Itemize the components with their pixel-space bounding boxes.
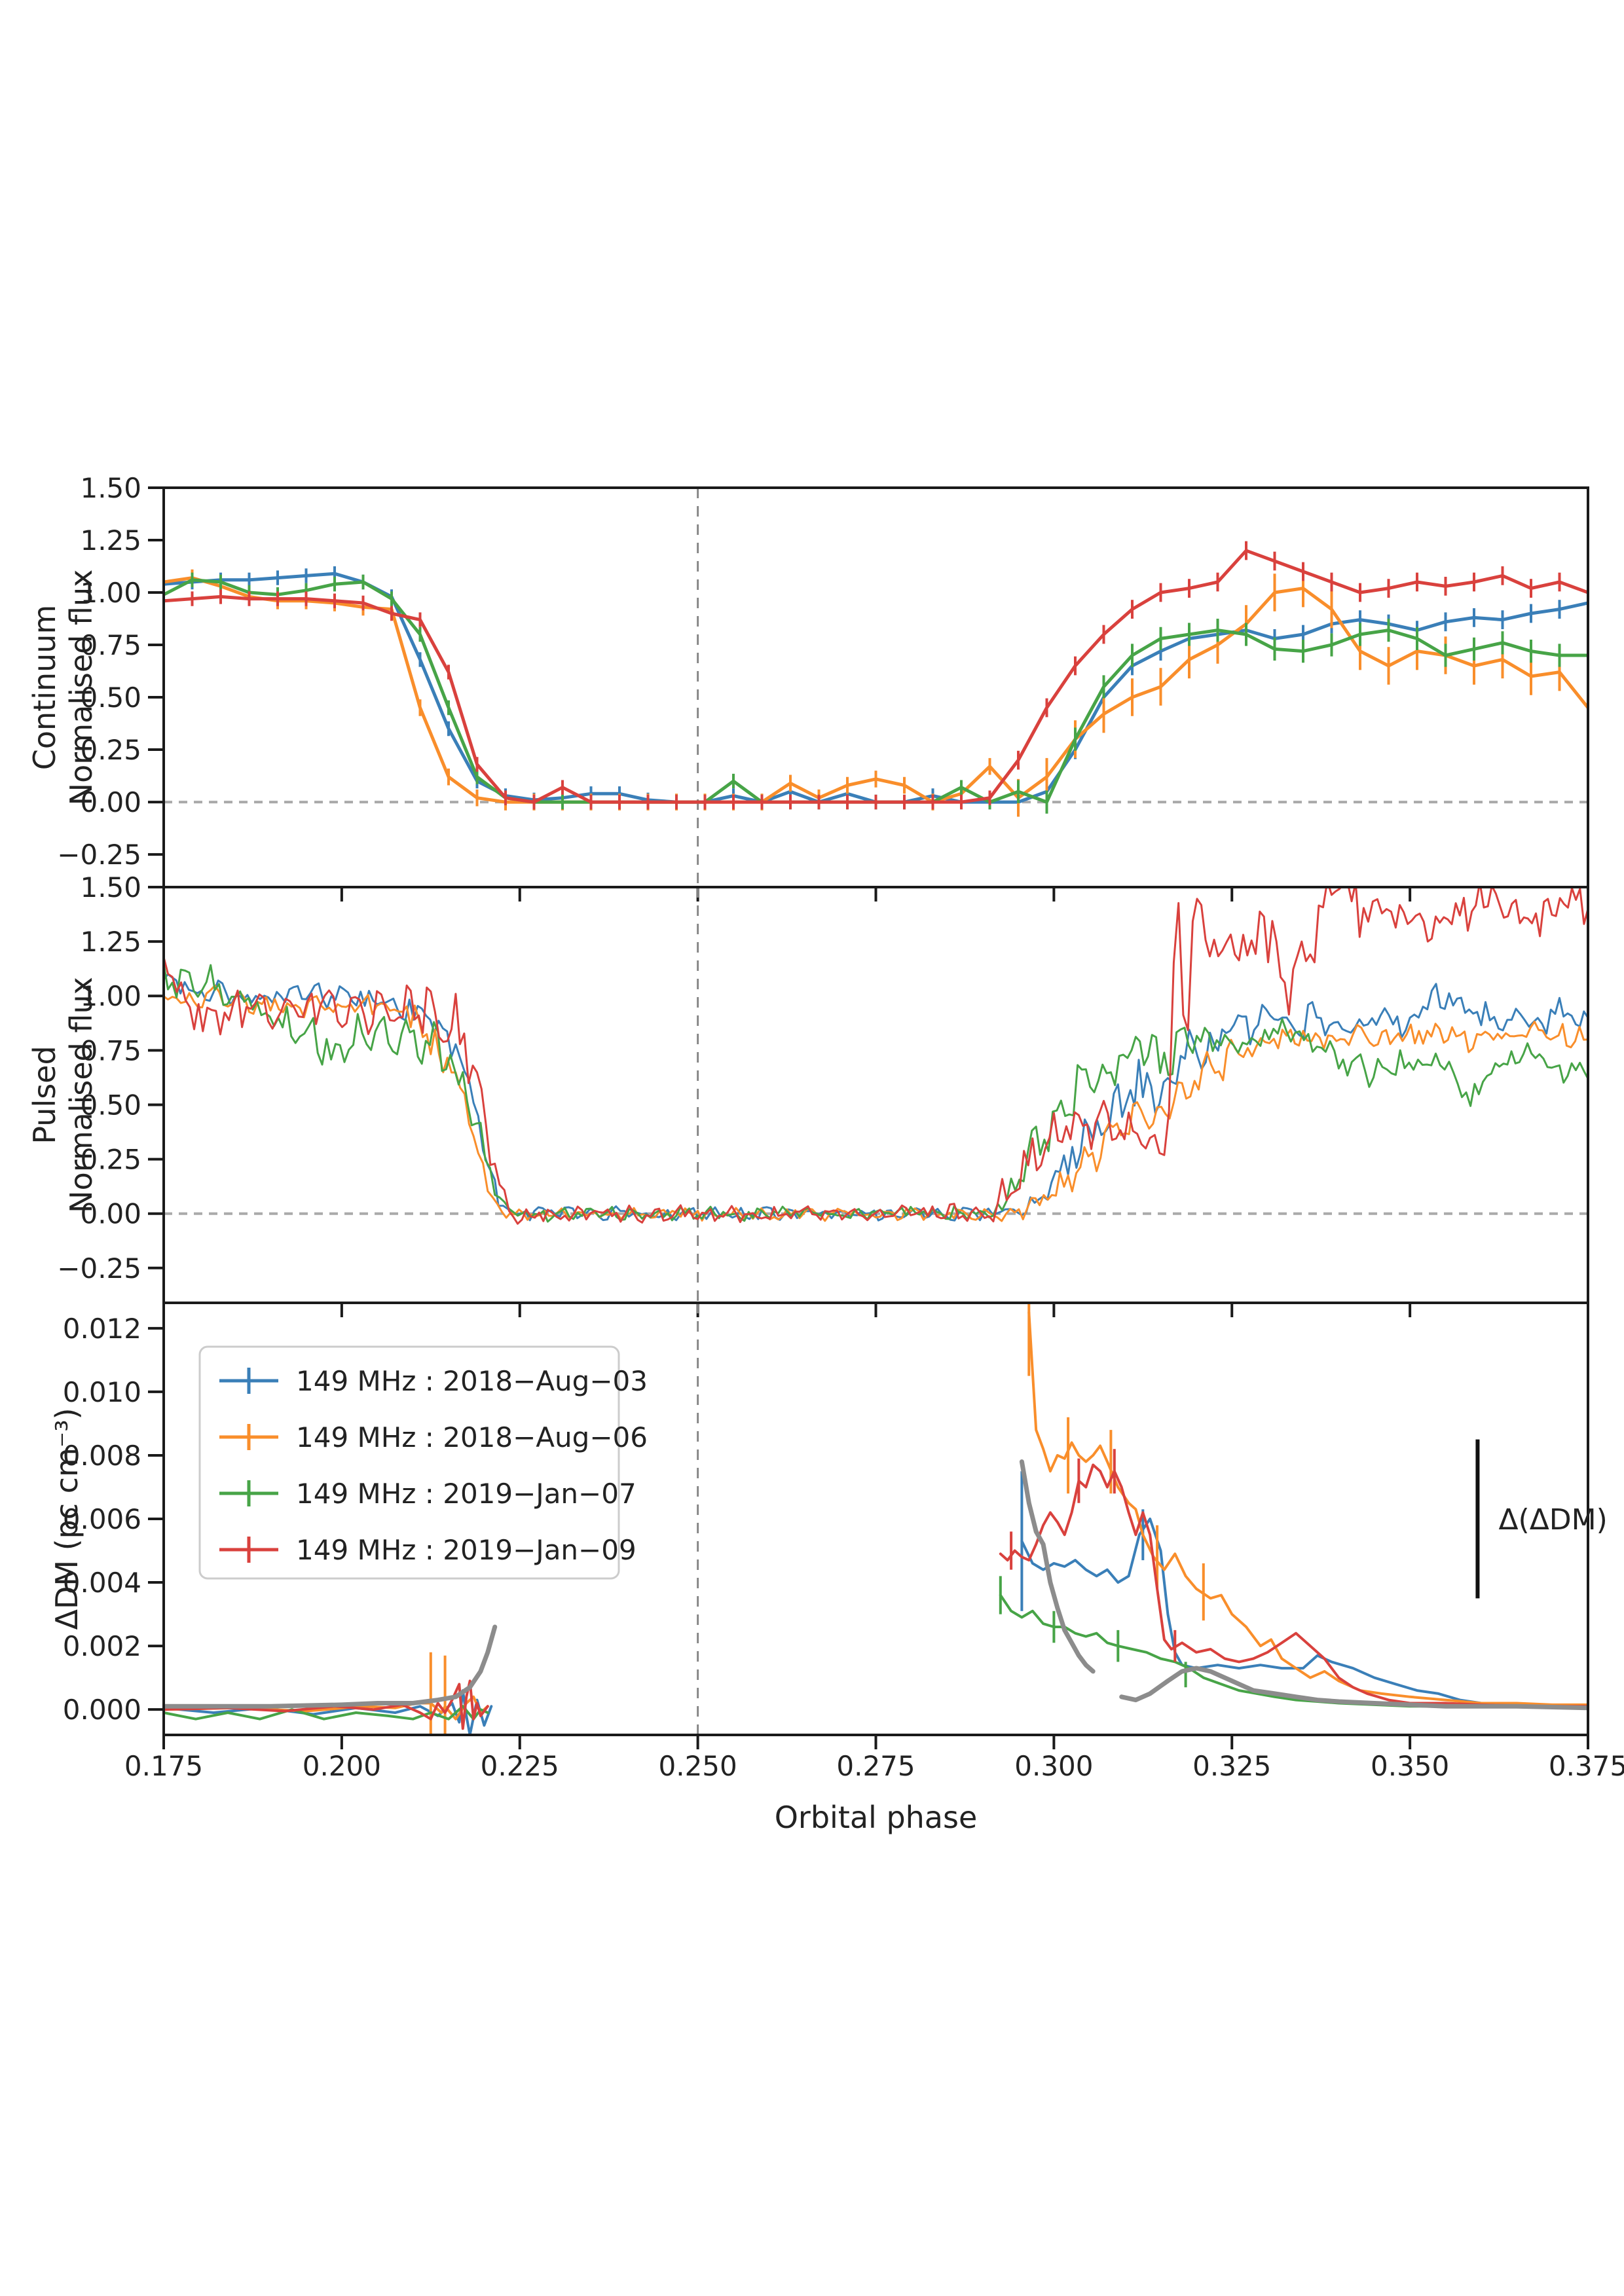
series-line — [164, 549, 1588, 804]
y-tick-label: 0.008 — [63, 1440, 141, 1472]
series-line — [1019, 1459, 1096, 1674]
y-tick-label: 0.004 — [63, 1567, 141, 1599]
series-errorbars — [1010, 1449, 1177, 1662]
series-line — [1020, 1518, 1588, 1708]
y-tick-label: 0.50 — [80, 682, 141, 714]
y-tick-label: 1.25 — [80, 926, 141, 958]
legend-item-label: 149 MHz : 2018−Aug−03 — [296, 1365, 648, 1397]
series-line — [1027, 1311, 1588, 1706]
series-line — [999, 1594, 1588, 1709]
series-line — [999, 1463, 1588, 1708]
y-tick-label: 0.75 — [80, 1034, 141, 1066]
y-axis-label: Normalised flux — [64, 570, 99, 806]
series-line — [164, 964, 1588, 1223]
series-line — [164, 578, 1588, 804]
legend-item-label: 149 MHz : 2018−Aug−06 — [296, 1421, 648, 1453]
y-tick-label: 1.00 — [80, 980, 141, 1012]
legend-item-label: 149 MHz : 2019−Jan−09 — [296, 1534, 637, 1566]
y-tick-label: 1.50 — [80, 472, 141, 504]
series-line — [164, 1705, 489, 1721]
x-tick-label: 0.300 — [1014, 1750, 1093, 1782]
legend-box — [198, 1345, 620, 1580]
series-line — [164, 1624, 498, 1709]
series-line — [164, 973, 1588, 1222]
panel-pulsed — [164, 887, 1588, 1303]
y-tick-label: 0.00 — [80, 1198, 141, 1230]
x-tick-label: 0.350 — [1371, 1750, 1449, 1782]
y-tick-label: 0.25 — [80, 734, 141, 766]
y-axis-label: ΔDM (pc cm⁻³) — [49, 1408, 84, 1630]
y-axis-label: Pulsed — [27, 1046, 62, 1144]
y-tick-label: 0.006 — [63, 1503, 141, 1535]
y-tick-label: 0.50 — [80, 1089, 141, 1121]
y-tick-label: 0.75 — [80, 629, 141, 661]
series-line — [164, 576, 1588, 804]
y-axis-label: Normalised flux — [64, 977, 99, 1213]
legend-item-label: 149 MHz : 2019−Jan−07 — [296, 1478, 637, 1510]
delta-dm-label: Δ(ΔDM) — [1498, 1503, 1607, 1537]
series-errorbars — [999, 1576, 1187, 1688]
panel-dm — [164, 1303, 1588, 1735]
y-tick-label: 1.25 — [80, 524, 141, 556]
y-axis-label: Continuum — [27, 605, 62, 771]
y-tick-label: 0.002 — [63, 1630, 141, 1662]
y-tick-label: 0.010 — [63, 1376, 141, 1408]
y-tick-label: 0.000 — [63, 1694, 141, 1726]
y-tick-label: 1.50 — [80, 871, 141, 903]
x-tick-label: 0.200 — [303, 1750, 381, 1782]
legend — [198, 1345, 620, 1580]
series-line — [164, 887, 1588, 1225]
series-line — [1119, 1666, 1588, 1711]
y-tick-label: −0.25 — [57, 839, 141, 871]
y-tick-label: −0.25 — [57, 1252, 141, 1285]
x-tick-label: 0.275 — [836, 1750, 915, 1782]
y-tick-label: 0.012 — [63, 1313, 141, 1345]
x-tick-label: 0.250 — [659, 1750, 737, 1782]
panel-border — [162, 886, 1589, 1304]
series-errorbars — [164, 541, 1588, 810]
x-tick-label: 0.375 — [1549, 1750, 1624, 1782]
panel-continuum — [164, 488, 1588, 887]
x-tick-label: 0.325 — [1192, 1750, 1271, 1782]
panel-border — [162, 486, 1589, 888]
y-tick-label: 1.00 — [80, 577, 141, 609]
y-tick-label: 0.25 — [80, 1144, 141, 1176]
x-axis-label: Orbital phase — [775, 1800, 978, 1835]
x-tick-label: 0.175 — [124, 1750, 203, 1782]
y-tick-label: 0.00 — [80, 786, 141, 818]
x-tick-label: 0.225 — [481, 1750, 559, 1782]
